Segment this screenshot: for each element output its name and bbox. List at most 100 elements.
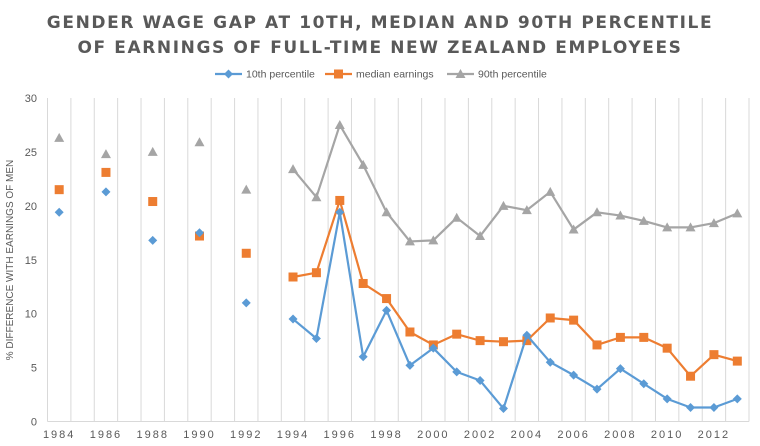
data-point (686, 371, 696, 381)
legend-item: 90th percentile (447, 69, 547, 81)
data-point (498, 200, 509, 210)
legend-item: median earnings (325, 69, 434, 81)
series-layer (54, 119, 743, 414)
data-point (382, 305, 392, 315)
data-point (288, 272, 298, 282)
data-point (615, 332, 625, 342)
data-point (147, 146, 158, 156)
y-tick-label: 25 (25, 147, 37, 159)
y-tick-label: 20 (25, 201, 37, 213)
x-tick-label: 2012 (698, 429, 730, 441)
y-tick-label: 10 (25, 309, 37, 321)
data-point (662, 222, 673, 232)
x-tick-label: 2010 (651, 429, 683, 441)
data-point (638, 215, 649, 225)
data-point (662, 394, 672, 404)
data-point (428, 343, 438, 353)
data-point (148, 197, 158, 207)
data-point (452, 329, 462, 339)
data-point (241, 248, 251, 258)
data-point (101, 167, 111, 177)
data-point (311, 192, 322, 202)
x-tick-label: 2008 (604, 429, 636, 441)
y-tick-label: 30 (25, 93, 37, 105)
data-point (545, 186, 556, 196)
legend: 10th percentile median earnings 90th perce… (215, 69, 547, 81)
data-point (709, 350, 719, 360)
data-point (521, 205, 532, 215)
data-point (452, 367, 462, 377)
x-tick-label: 1994 (277, 429, 309, 441)
data-point (592, 207, 603, 217)
x-tick-label: 1996 (324, 429, 356, 441)
data-point (288, 164, 299, 174)
data-point (475, 336, 485, 346)
data-point (592, 384, 602, 394)
data-point (732, 356, 742, 366)
data-point (54, 207, 64, 217)
data-point (686, 402, 696, 412)
data-point (569, 370, 579, 380)
data-point (662, 343, 672, 353)
y-axis-label: % DIFFERENCE WITH EARNINGS OF MEN (5, 160, 16, 361)
data-point (405, 360, 415, 370)
data-point (358, 352, 368, 362)
data-point (615, 210, 626, 220)
x-tick-label: 2002 (464, 429, 496, 441)
series-90th-percentile (54, 119, 743, 246)
legend-label: 90th percentile (478, 69, 547, 81)
data-point (311, 268, 321, 278)
legend-marker (224, 69, 233, 79)
data-point (311, 333, 321, 343)
data-point (545, 357, 555, 367)
x-tick-label: 1990 (183, 429, 215, 441)
data-point (335, 207, 345, 217)
data-point (335, 195, 345, 205)
data-point (522, 330, 532, 340)
data-point (101, 187, 111, 197)
data-point (194, 228, 204, 238)
data-point (708, 218, 719, 228)
y-tick-label: 5 (31, 363, 37, 375)
x-tick-label: 2006 (557, 429, 589, 441)
y-tick-label: 0 (31, 417, 37, 429)
data-point (569, 315, 579, 325)
data-point (732, 394, 742, 404)
data-point (381, 207, 392, 217)
data-point (404, 236, 415, 246)
data-point (685, 222, 696, 232)
data-point (428, 235, 439, 245)
data-point (498, 337, 508, 347)
gridlines (47, 98, 750, 422)
data-point (54, 132, 65, 142)
data-point (475, 376, 485, 386)
data-point (639, 332, 649, 342)
x-tick-label: 1992 (230, 429, 262, 441)
series-line (292, 123, 738, 243)
data-point (288, 314, 298, 324)
data-point (334, 119, 345, 129)
legend-marker (455, 69, 466, 78)
x-tick-label: 2004 (511, 429, 543, 441)
data-point (592, 340, 602, 350)
data-point (241, 184, 252, 194)
data-point (639, 379, 649, 389)
data-point (498, 404, 508, 414)
chart-title-line-1: GENDER WAGE GAP AT 10TH, MEDIAN AND 90TH… (47, 13, 713, 33)
data-point (358, 278, 368, 288)
x-tick-label: 2000 (417, 429, 449, 441)
legend-marker (334, 69, 343, 79)
x-tick-label: 1998 (370, 429, 402, 441)
data-point (194, 137, 205, 147)
x-tick-label: 1988 (136, 429, 168, 441)
data-point (451, 212, 462, 222)
data-point (405, 327, 415, 337)
legend-label: 10th percentile (246, 69, 315, 81)
data-point (148, 235, 158, 245)
data-point (358, 159, 369, 169)
data-point (615, 364, 625, 374)
legend-label: median earnings (356, 69, 434, 81)
data-point (545, 313, 555, 323)
x-tick-label: 1984 (43, 429, 75, 441)
x-tick-label: 1986 (90, 429, 122, 441)
